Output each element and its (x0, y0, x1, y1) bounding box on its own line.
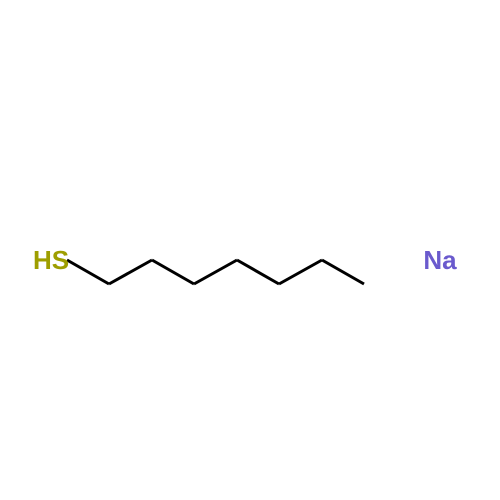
atom-label-na: Na (423, 245, 457, 275)
bond (109, 260, 152, 284)
bond (152, 260, 194, 284)
bond (67, 260, 109, 284)
molecule-diagram: HS Na (0, 0, 500, 500)
bond (237, 260, 279, 284)
bond (194, 260, 237, 284)
bond (322, 260, 364, 284)
atom-label-s: HS (33, 245, 69, 275)
bond (279, 260, 322, 284)
